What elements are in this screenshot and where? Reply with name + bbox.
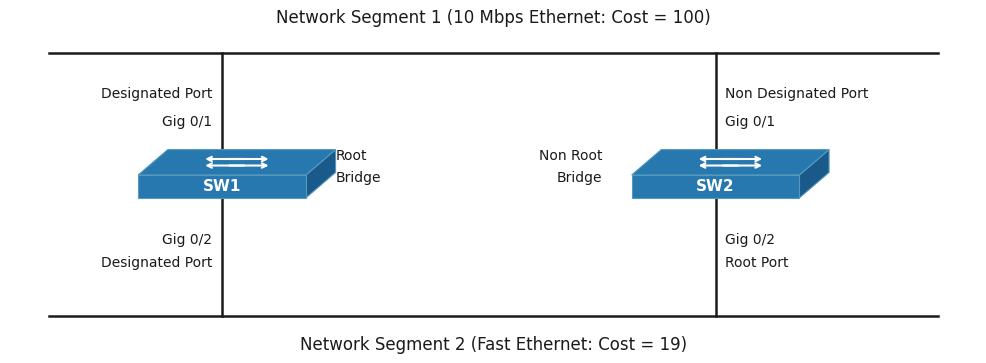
Text: Gig 0/2: Gig 0/2	[162, 233, 212, 246]
Polygon shape	[306, 150, 335, 198]
Text: SW1: SW1	[203, 179, 241, 194]
Text: Network Segment 1 (10 Mbps Ethernet: Cost = 100): Network Segment 1 (10 Mbps Ethernet: Cos…	[276, 9, 710, 27]
Polygon shape	[799, 150, 828, 198]
Text: Root: Root	[335, 149, 367, 163]
Text: Gig 0/1: Gig 0/1	[725, 115, 775, 129]
Text: Designated Port: Designated Port	[101, 256, 212, 270]
Text: Bridge: Bridge	[556, 171, 601, 185]
Text: Gig 0/2: Gig 0/2	[725, 233, 775, 246]
Text: SW2: SW2	[695, 179, 735, 194]
Text: Gig 0/1: Gig 0/1	[162, 115, 212, 129]
Polygon shape	[138, 175, 306, 198]
Text: Non Root: Non Root	[538, 149, 601, 163]
Polygon shape	[631, 150, 828, 175]
Polygon shape	[631, 175, 799, 198]
Text: Non Designated Port: Non Designated Port	[725, 87, 868, 101]
Text: Root Port: Root Port	[725, 256, 788, 270]
Text: Network Segment 2 (Fast Ethernet: Cost = 19): Network Segment 2 (Fast Ethernet: Cost =…	[300, 336, 686, 354]
Polygon shape	[138, 150, 335, 175]
Text: Designated Port: Designated Port	[101, 87, 212, 101]
Text: Bridge: Bridge	[335, 171, 381, 185]
